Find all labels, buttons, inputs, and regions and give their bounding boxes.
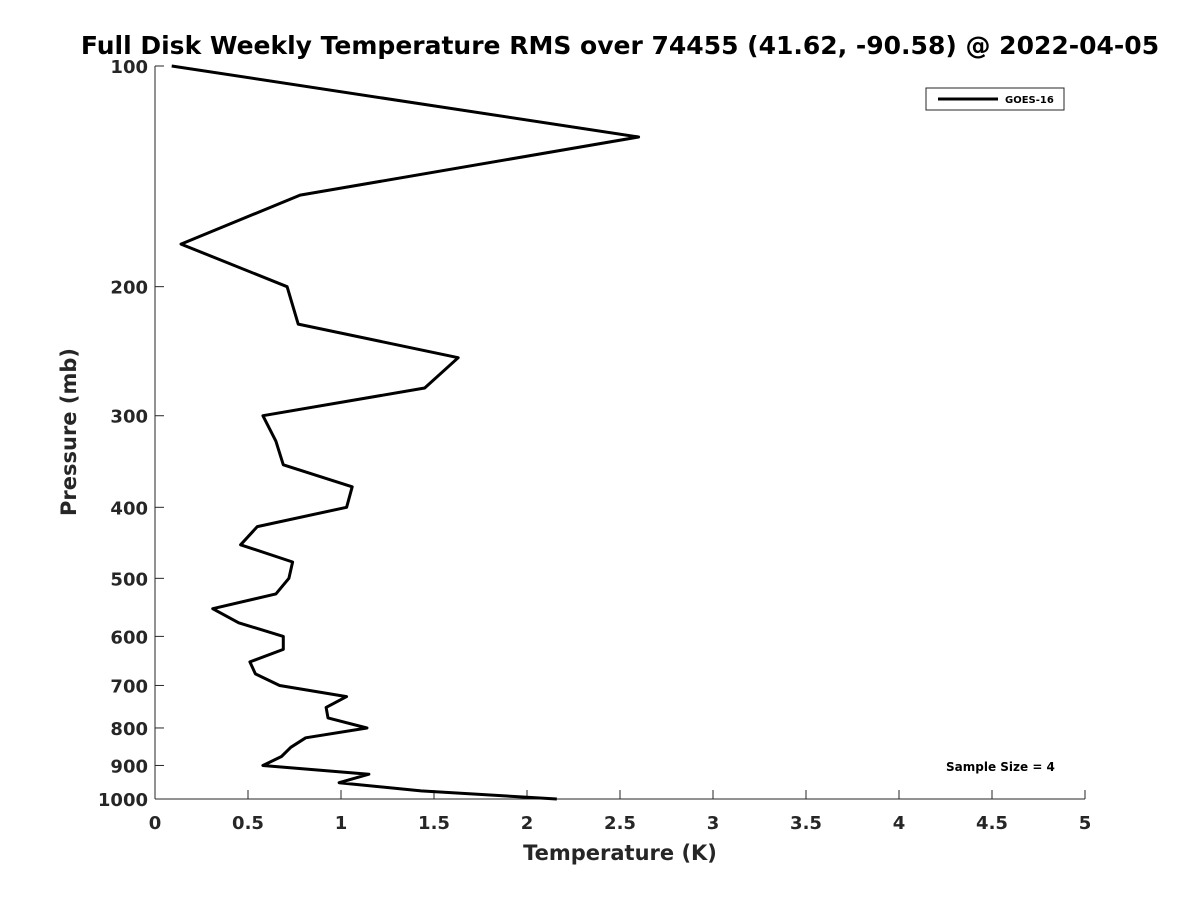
y-axis-ticks: 100 200 300 400 500 600 700 800 900 1000 bbox=[98, 57, 164, 811]
x-tick-label: 2.5 bbox=[604, 813, 636, 834]
x-axis-ticks: 0 0.5 1 1.5 2 2.5 3 3.5 4 4.5 5 bbox=[149, 790, 1092, 834]
x-tick-label: 4.5 bbox=[976, 813, 1008, 834]
x-tick-label: 0.5 bbox=[232, 813, 264, 834]
x-tick-label: 2 bbox=[521, 813, 534, 834]
y-tick-label: 1000 bbox=[98, 790, 148, 811]
y-tick-label: 200 bbox=[110, 278, 148, 299]
y-tick-label: 300 bbox=[110, 407, 148, 428]
y-tick-label: 900 bbox=[110, 756, 148, 777]
y-tick-label: 400 bbox=[110, 498, 148, 519]
series-group bbox=[171, 64, 641, 801]
x-tick-label: 1.5 bbox=[418, 813, 450, 834]
y-tick-label: 100 bbox=[110, 57, 148, 78]
y-tick-label: 600 bbox=[110, 627, 148, 648]
y-tick-label: 700 bbox=[110, 676, 148, 697]
x-tick-label: 0 bbox=[149, 813, 162, 834]
legend: GOES-16 bbox=[925, 87, 1065, 111]
x-tick-label: 4 bbox=[893, 813, 906, 834]
y-tick-label: 800 bbox=[110, 719, 148, 740]
x-tick-label: 3 bbox=[707, 813, 720, 834]
series-line-goes-16 bbox=[171, 64, 641, 801]
x-tick-label: 1 bbox=[335, 813, 348, 834]
y-tick-label: 500 bbox=[110, 569, 148, 590]
x-tick-label: 5 bbox=[1079, 813, 1092, 834]
legend-label-goes-16: GOES-16 bbox=[1005, 95, 1054, 106]
chart-title: Full Disk Weekly Temperature RMS over 74… bbox=[81, 31, 1159, 60]
x-tick-label: 3.5 bbox=[790, 813, 822, 834]
x-axis-label: Temperature (K) bbox=[523, 841, 717, 865]
y-axis-label: Pressure (mb) bbox=[57, 348, 81, 516]
sample-size-annotation: Sample Size = 4 bbox=[946, 760, 1055, 774]
plot-frame bbox=[155, 66, 1085, 799]
